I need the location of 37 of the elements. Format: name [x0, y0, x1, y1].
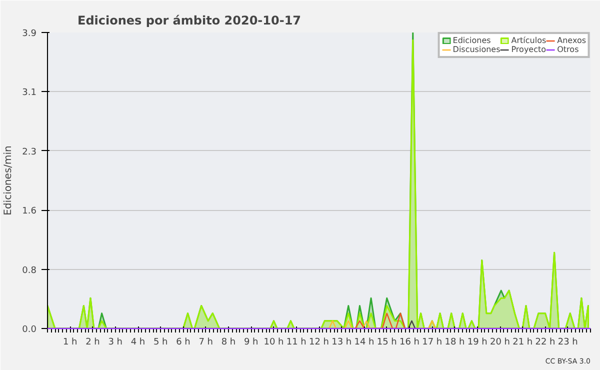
x-tick-label: 19 h	[467, 338, 488, 348]
x-tick-label: 9 h	[244, 338, 258, 348]
x-tick-label: 3 h	[108, 338, 123, 348]
legend-label: Proyecto	[511, 45, 546, 54]
legend-label: Ediciones	[452, 36, 491, 45]
y-tick-label: 0.0	[22, 325, 37, 335]
y-tick-label: 3.9	[22, 29, 37, 39]
x-tick-label: 15 h	[376, 338, 397, 348]
x-tick-label: 17 h	[422, 338, 442, 348]
y-tick-label: 3.1	[22, 88, 37, 98]
x-tick-label: 2 h	[86, 338, 100, 348]
x-tick-label: 18 h	[444, 338, 465, 348]
legend-label: Otros	[557, 45, 579, 54]
x-tick-label: 13 h	[332, 338, 352, 348]
x-tick-label: 5 h	[153, 338, 168, 348]
y-tick-label: 2.3	[22, 147, 37, 158]
y-tick-label: 0.8	[22, 266, 37, 276]
x-tick-label: 21 h	[512, 338, 533, 348]
chart-title: Ediciones por ámbito 2020-10-17	[78, 14, 302, 28]
legend-label: Artículos	[511, 36, 546, 45]
x-tick-label: 14 h	[354, 338, 374, 348]
x-tick-label: 1 h	[62, 338, 78, 348]
x-tick-label: 16 h	[399, 338, 420, 348]
x-tick-label: 23 h	[558, 338, 578, 348]
y-axis-title: Ediciones/min	[3, 146, 14, 216]
x-tick-label: 12 h	[308, 338, 330, 348]
legend-label: Discusiones	[452, 45, 500, 54]
x-tick-label: 20 h	[490, 338, 510, 348]
x-tick-label: 4 h	[130, 338, 146, 348]
x-tick-label: 7 h	[198, 338, 214, 348]
x-tick-label: 10 h	[264, 338, 284, 348]
x-tick-label: 6 h	[176, 338, 190, 348]
legend-label: Anexos	[557, 36, 586, 45]
y-tick-label: 1.6	[22, 206, 37, 217]
x-tick-label: 8 h	[221, 338, 236, 348]
x-tick-label: 11 h	[286, 338, 306, 348]
x-tick-label: 22 h	[535, 338, 556, 348]
